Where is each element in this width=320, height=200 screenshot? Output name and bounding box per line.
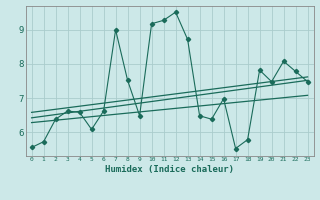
X-axis label: Humidex (Indice chaleur): Humidex (Indice chaleur) (105, 165, 234, 174)
